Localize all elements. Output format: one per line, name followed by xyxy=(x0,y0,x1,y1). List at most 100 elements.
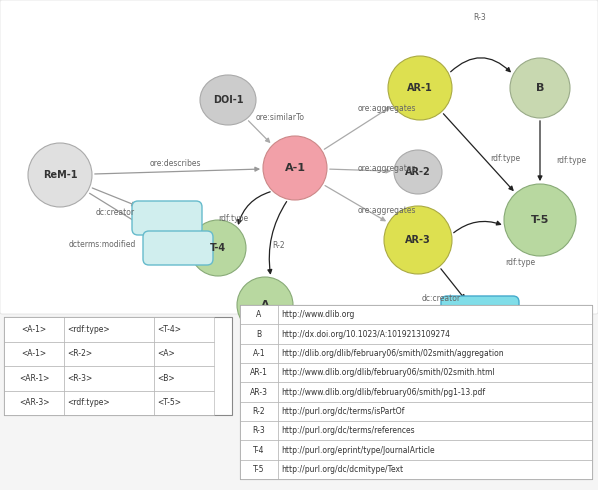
Text: http://dlib.org/dlib/february06/smith/02smith/aggregation: http://dlib.org/dlib/february06/smith/02… xyxy=(281,349,504,358)
Ellipse shape xyxy=(394,150,442,194)
Text: http://purl.org/dc/terms/isPartOf: http://purl.org/dc/terms/isPartOf xyxy=(281,407,404,416)
Text: A: A xyxy=(257,310,262,319)
Bar xyxy=(240,343,278,363)
Ellipse shape xyxy=(504,184,576,256)
Text: T-5: T-5 xyxy=(531,215,549,225)
Text: ore:aggregates: ore:aggregates xyxy=(358,205,416,215)
Text: AR-1: AR-1 xyxy=(250,368,268,377)
Bar xyxy=(278,460,592,479)
Ellipse shape xyxy=(237,277,293,333)
Text: ore:aggregates: ore:aggregates xyxy=(358,103,416,113)
Bar xyxy=(4,317,64,342)
Text: http://purl.org/dc/dcmitype/Text: http://purl.org/dc/dcmitype/Text xyxy=(281,465,403,474)
Text: B: B xyxy=(257,329,261,339)
FancyBboxPatch shape xyxy=(0,0,598,314)
Text: http://purl.org/dc/terms/references: http://purl.org/dc/terms/references xyxy=(281,426,414,435)
Text: <A-1>: <A-1> xyxy=(22,349,47,358)
Text: ore:aggregates: ore:aggregates xyxy=(358,164,416,172)
FancyBboxPatch shape xyxy=(441,296,519,340)
Text: R-2: R-2 xyxy=(253,407,266,416)
Text: rdf:type: rdf:type xyxy=(490,153,520,163)
Text: dc:creator: dc:creator xyxy=(96,207,135,217)
Bar xyxy=(240,305,592,479)
Text: AR-3: AR-3 xyxy=(250,388,268,396)
Bar xyxy=(64,391,154,415)
Text: A-1: A-1 xyxy=(285,163,306,173)
Ellipse shape xyxy=(510,58,570,118)
Text: <B>: <B> xyxy=(157,374,175,383)
Text: AR-1: AR-1 xyxy=(407,83,433,93)
Text: B: B xyxy=(536,83,544,93)
Bar xyxy=(240,460,278,479)
Bar xyxy=(278,343,592,363)
FancyBboxPatch shape xyxy=(132,201,202,235)
Bar xyxy=(240,305,278,324)
Text: http://dx.doi.org/10.1023/A:1019213109274: http://dx.doi.org/10.1023/A:101921310927… xyxy=(281,329,450,339)
Text: T-4: T-4 xyxy=(210,243,226,253)
Bar xyxy=(278,305,592,324)
Bar xyxy=(240,363,278,382)
Text: dcterms:modified: dcterms:modified xyxy=(68,240,136,248)
Text: rdf:type: rdf:type xyxy=(218,214,248,222)
Bar xyxy=(4,342,64,366)
Bar xyxy=(64,366,154,391)
Bar xyxy=(64,342,154,366)
Bar xyxy=(64,317,154,342)
Bar xyxy=(240,402,278,421)
Text: <R-3>: <R-3> xyxy=(67,374,92,383)
Text: T-5: T-5 xyxy=(253,465,265,474)
Bar xyxy=(4,366,64,391)
Text: <rdf:type>: <rdf:type> xyxy=(67,398,109,407)
Text: AR-3: AR-3 xyxy=(405,235,431,245)
Bar xyxy=(278,324,592,343)
Text: <R-2>: <R-2> xyxy=(67,349,92,358)
Text: AR-2: AR-2 xyxy=(405,167,431,177)
Text: T-4: T-4 xyxy=(253,445,265,455)
FancyBboxPatch shape xyxy=(143,231,213,265)
Text: http://www.dlib.org/dlib/february06/smith/pg1-13.pdf: http://www.dlib.org/dlib/february06/smit… xyxy=(281,388,485,396)
Text: A-1: A-1 xyxy=(253,349,266,358)
Ellipse shape xyxy=(263,136,327,200)
Text: R-3: R-3 xyxy=(252,426,266,435)
Ellipse shape xyxy=(200,75,256,125)
Text: rdf:type: rdf:type xyxy=(556,155,586,165)
Text: <T-4>: <T-4> xyxy=(157,325,181,334)
Text: <T-5>: <T-5> xyxy=(157,398,181,407)
Ellipse shape xyxy=(388,56,452,120)
Text: A: A xyxy=(261,300,269,310)
Text: ReM-1: ReM-1 xyxy=(42,170,77,180)
Text: http://www.dlib.org/dlib/february06/smith/02smith.html: http://www.dlib.org/dlib/february06/smit… xyxy=(281,368,495,377)
Text: <AR-1>: <AR-1> xyxy=(19,374,49,383)
Text: ore:describes: ore:describes xyxy=(150,158,201,168)
Bar xyxy=(154,366,214,391)
Text: <rdf:type>: <rdf:type> xyxy=(67,325,109,334)
Bar xyxy=(4,317,232,415)
Ellipse shape xyxy=(28,143,92,207)
Bar xyxy=(240,441,278,460)
Bar xyxy=(240,324,278,343)
Text: rdf:type: rdf:type xyxy=(505,258,535,267)
Text: http://purl.org/eprint/type/JournalArticle: http://purl.org/eprint/type/JournalArtic… xyxy=(281,445,435,455)
Bar xyxy=(154,342,214,366)
Bar xyxy=(154,391,214,415)
Bar xyxy=(240,421,278,441)
Text: <AR-3>: <AR-3> xyxy=(19,398,49,407)
Text: R-2: R-2 xyxy=(272,241,285,249)
Text: ore:similarTo: ore:similarTo xyxy=(256,113,305,122)
Ellipse shape xyxy=(384,206,452,274)
Bar xyxy=(240,382,278,402)
Bar xyxy=(278,363,592,382)
Bar xyxy=(154,317,214,342)
Text: http://www.dlib.org: http://www.dlib.org xyxy=(281,310,355,319)
Text: dc:creator: dc:creator xyxy=(422,294,461,302)
Bar xyxy=(278,402,592,421)
Ellipse shape xyxy=(190,220,246,276)
Bar xyxy=(4,391,64,415)
Text: <A-1>: <A-1> xyxy=(22,325,47,334)
Bar xyxy=(278,441,592,460)
Text: R-3: R-3 xyxy=(474,14,486,23)
Bar xyxy=(278,382,592,402)
Text: DOI-1: DOI-1 xyxy=(213,95,243,105)
Text: <A>: <A> xyxy=(157,349,175,358)
Bar xyxy=(278,421,592,441)
